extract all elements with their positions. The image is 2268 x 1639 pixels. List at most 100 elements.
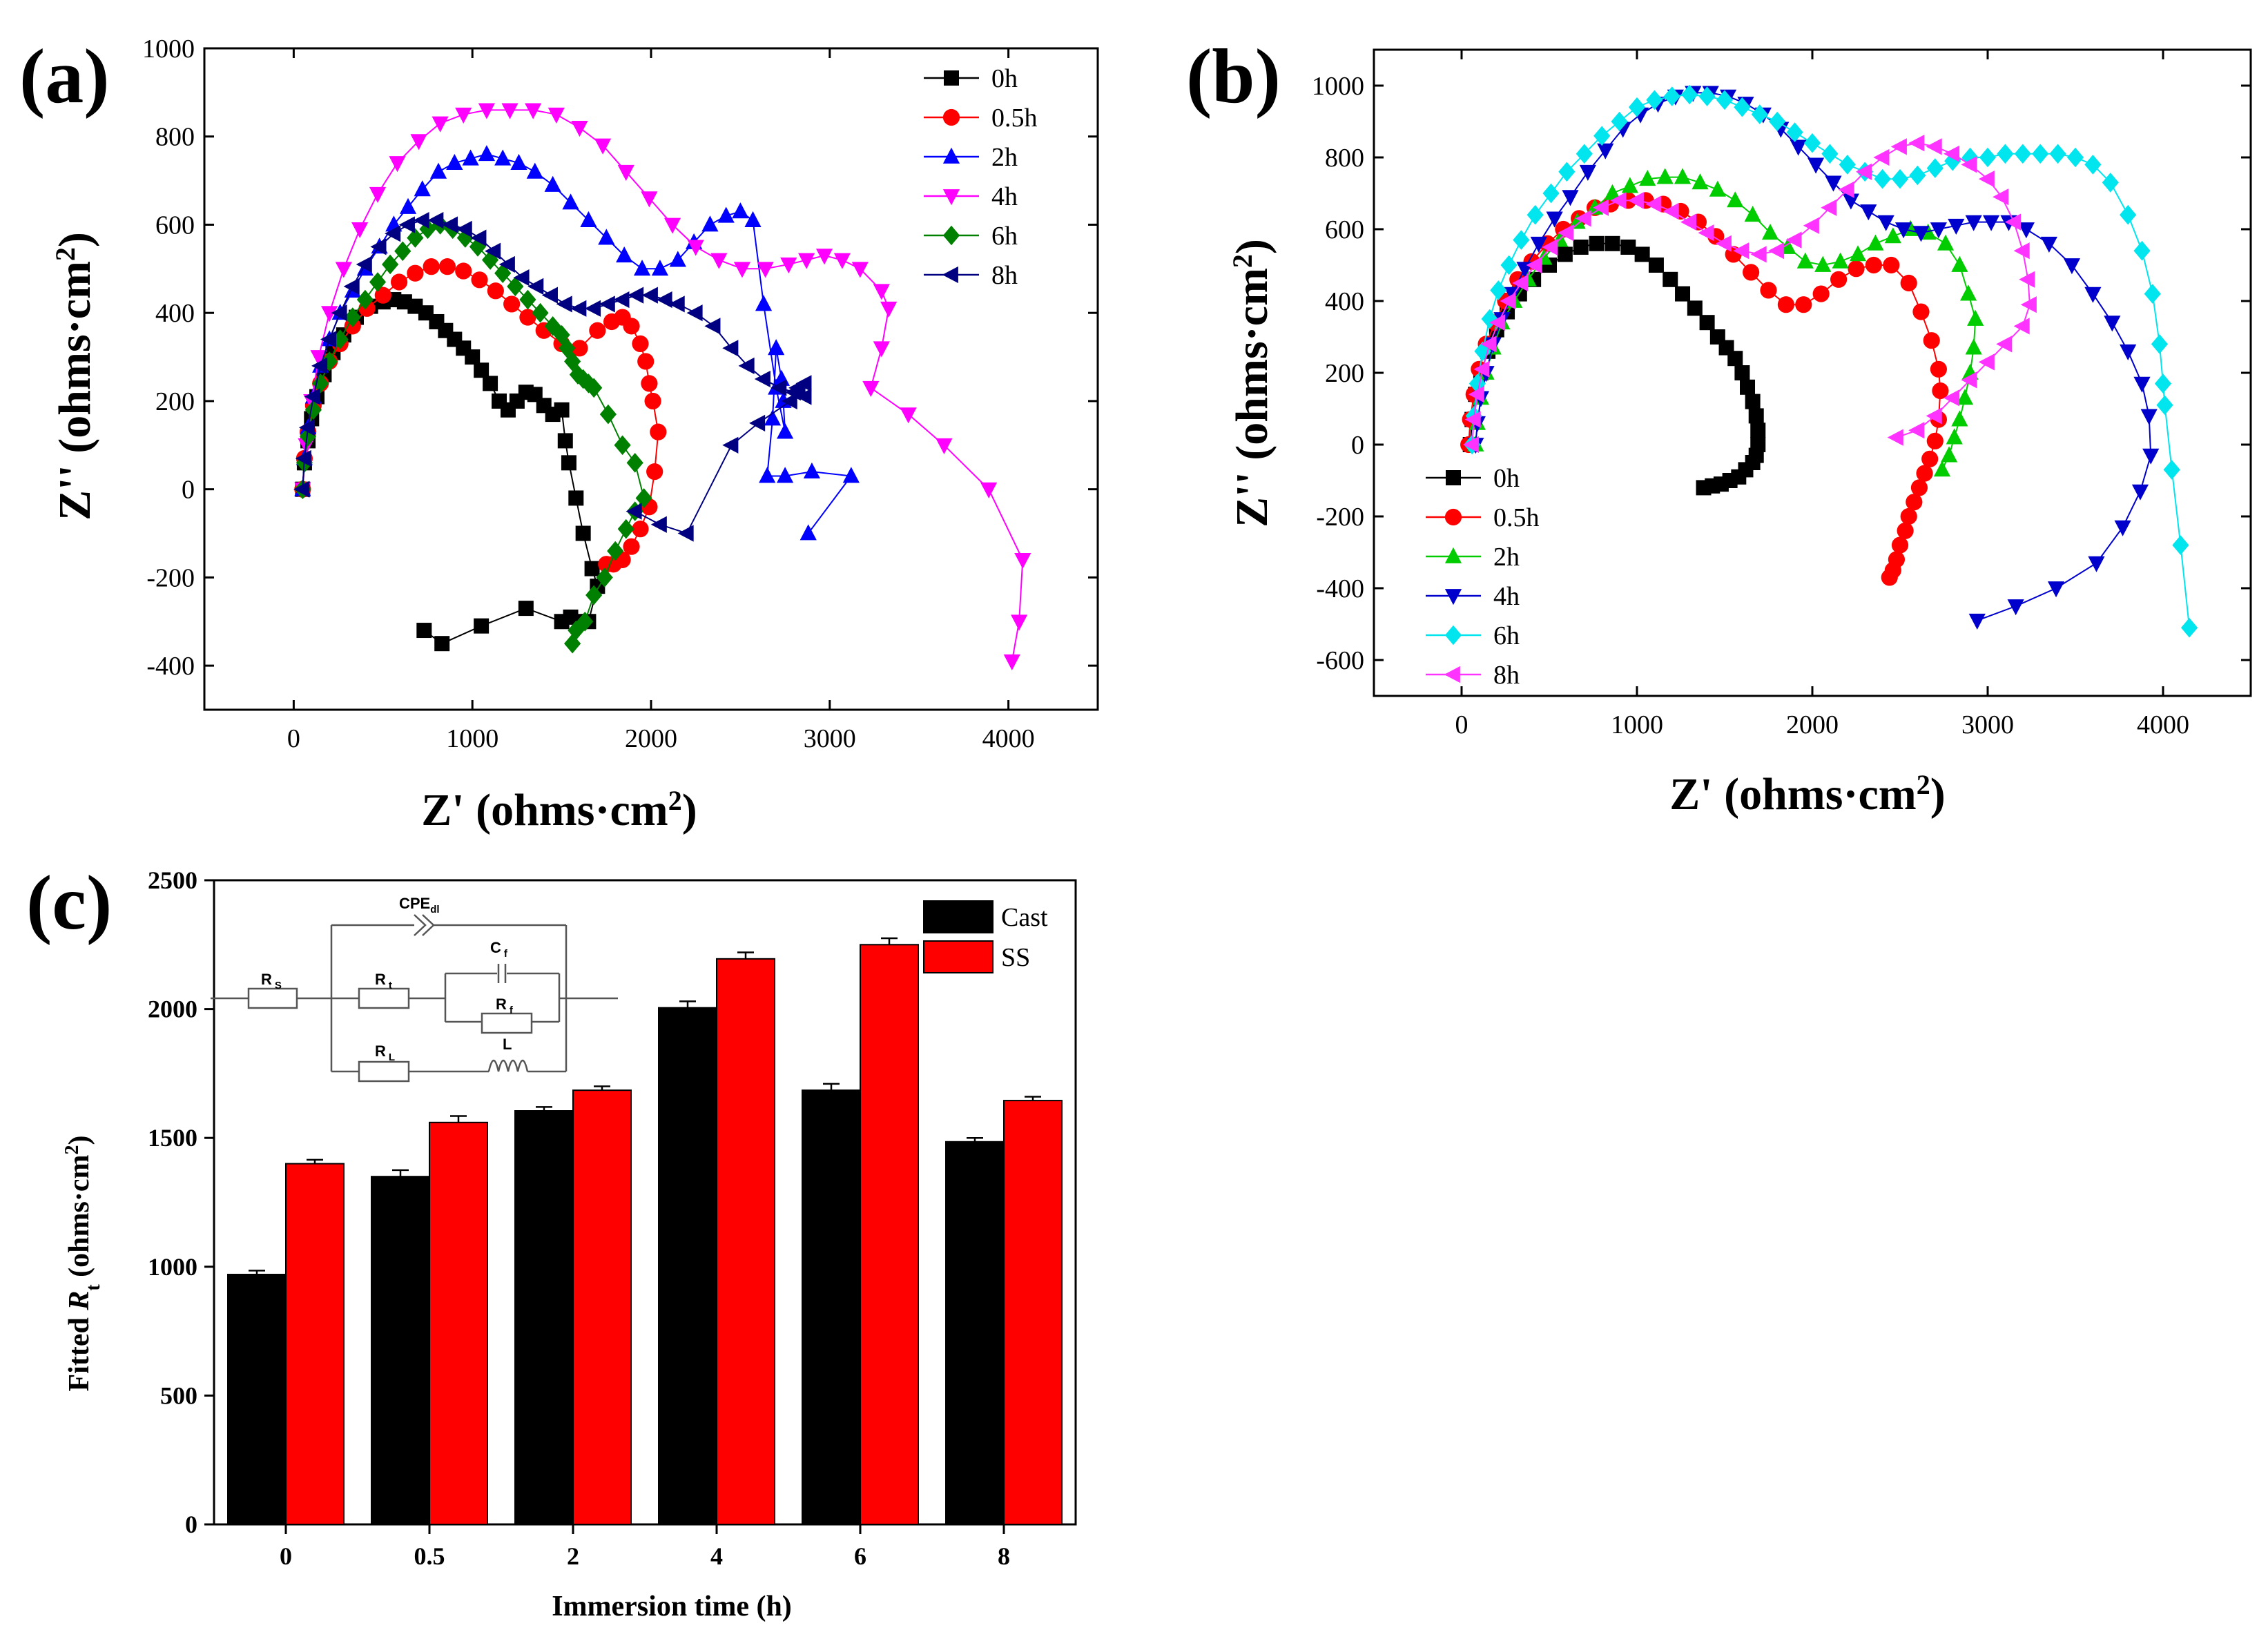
data-point bbox=[423, 258, 440, 275]
data-point bbox=[389, 156, 406, 173]
data-point bbox=[799, 524, 817, 541]
data-point bbox=[455, 107, 472, 124]
data-point bbox=[1769, 111, 1786, 132]
data-point bbox=[1610, 192, 1627, 209]
data-point bbox=[1790, 139, 1807, 156]
data-point bbox=[456, 228, 474, 248]
data-point bbox=[2088, 556, 2105, 572]
data-point bbox=[1687, 300, 1703, 316]
panel-c-label: (c) bbox=[26, 860, 112, 946]
data-point bbox=[382, 254, 399, 275]
data-point bbox=[2154, 374, 2172, 394]
data-point bbox=[1558, 224, 1574, 242]
data-point bbox=[1526, 256, 1542, 274]
panel-c-plot-area: 0 500 1000 1500 2000 2500 0 0.5 2 4 6 8 Cast SS bbox=[148, 866, 1077, 1570]
data-point bbox=[2151, 334, 2169, 354]
data-point bbox=[561, 455, 576, 471]
data-point bbox=[589, 322, 606, 339]
data-point bbox=[2047, 581, 2065, 598]
data-point bbox=[494, 149, 512, 166]
data-point bbox=[513, 269, 530, 287]
data-point bbox=[2040, 236, 2057, 253]
data-point bbox=[1490, 280, 1507, 300]
data-point bbox=[1803, 217, 1819, 234]
data-point bbox=[1890, 138, 1907, 155]
data-point bbox=[687, 240, 704, 256]
data-point bbox=[1937, 234, 1955, 251]
data-point bbox=[562, 193, 579, 210]
data-point bbox=[1956, 389, 1974, 405]
data-point bbox=[2120, 204, 2137, 225]
series-8h bbox=[293, 211, 812, 542]
data-point bbox=[416, 623, 432, 639]
data-point bbox=[635, 488, 652, 508]
data-point bbox=[2144, 284, 2161, 304]
data-point bbox=[1743, 264, 1760, 281]
panel-c-y-axis-label: Fitted Rt (ohms·cm2) bbox=[61, 1136, 104, 1392]
y-tick-label: 800 bbox=[155, 123, 195, 152]
data-point bbox=[527, 278, 544, 295]
data-point bbox=[503, 295, 521, 313]
data-point bbox=[507, 276, 524, 297]
data-point bbox=[749, 414, 766, 431]
data-point bbox=[628, 287, 644, 304]
data-point bbox=[1748, 408, 1764, 424]
legend-swatch bbox=[923, 940, 994, 973]
data-point bbox=[369, 272, 387, 292]
data-point bbox=[2181, 617, 2198, 638]
data-point bbox=[1715, 235, 1732, 252]
data-point bbox=[873, 341, 890, 358]
data-point bbox=[1860, 204, 1877, 221]
bar-SS bbox=[285, 1163, 345, 1525]
data-point bbox=[1838, 181, 1854, 198]
data-point bbox=[574, 369, 592, 389]
data-point bbox=[429, 162, 447, 179]
legend-marker bbox=[942, 147, 960, 164]
data-point bbox=[1696, 480, 1712, 496]
data-point bbox=[759, 467, 776, 483]
series-6h bbox=[1464, 84, 2198, 638]
data-point bbox=[1473, 360, 1490, 378]
x-tick-label: 0 bbox=[280, 1542, 292, 1570]
data-point bbox=[455, 262, 472, 280]
data-point bbox=[2084, 287, 2102, 303]
data-point bbox=[2102, 173, 2119, 193]
data-point bbox=[1680, 213, 1697, 231]
data-point bbox=[1930, 360, 1947, 378]
data-point bbox=[599, 295, 615, 313]
data-point bbox=[1978, 171, 1995, 188]
data-point bbox=[2014, 144, 2031, 164]
y-tick-label: 0 bbox=[185, 1511, 197, 1538]
data-point bbox=[518, 601, 534, 617]
legend-marker bbox=[1444, 547, 1462, 563]
data-point bbox=[1821, 199, 1837, 216]
data-point bbox=[2020, 296, 2037, 313]
data-point bbox=[1751, 104, 1768, 124]
data-point bbox=[446, 153, 463, 170]
data-point bbox=[1489, 314, 1506, 331]
data-point bbox=[556, 295, 572, 313]
data-point bbox=[1698, 86, 1716, 106]
data-point bbox=[798, 253, 815, 269]
data-point bbox=[356, 255, 372, 273]
data-point bbox=[596, 568, 613, 588]
data-point bbox=[1645, 195, 1662, 213]
data-point bbox=[781, 392, 797, 410]
data-point bbox=[1727, 191, 1744, 208]
data-point bbox=[519, 289, 536, 310]
data-point bbox=[1921, 450, 1939, 467]
data-point bbox=[1926, 138, 1942, 155]
y-tick-label: -400 bbox=[1316, 574, 1364, 603]
legend-marker bbox=[1444, 666, 1460, 683]
data-point bbox=[633, 260, 651, 276]
data-point bbox=[2104, 316, 2121, 332]
bar-Cast bbox=[802, 1089, 861, 1525]
data-point bbox=[1639, 170, 1656, 186]
data-point bbox=[980, 482, 998, 498]
x-tick-label: 1000 bbox=[1611, 710, 1663, 739]
data-point bbox=[1579, 164, 1596, 181]
data-point bbox=[1611, 111, 1628, 132]
data-point bbox=[795, 388, 812, 405]
data-point bbox=[1961, 156, 1977, 173]
